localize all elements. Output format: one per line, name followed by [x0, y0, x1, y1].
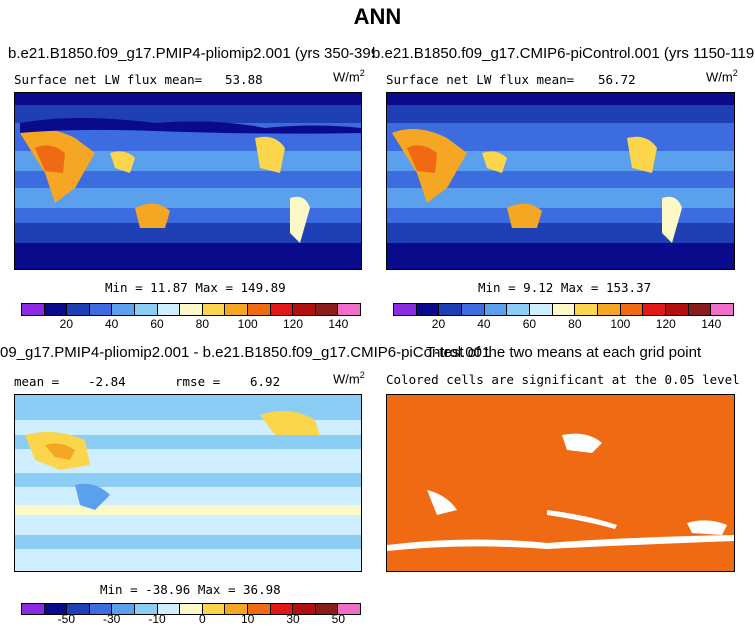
panel3-mean-value: -2.84 — [88, 374, 126, 389]
colorbar-swatch — [225, 304, 248, 315]
colorbar-tick-label: -10 — [148, 612, 166, 626]
colorbar-swatch — [394, 304, 417, 315]
panel3-map — [14, 394, 362, 572]
panel3-case-title: 09_g17.PMIP4-pliomip2.001 - b.e21.B1850.… — [0, 344, 491, 361]
panel3-colorbar — [21, 603, 361, 615]
colorbar-swatch — [552, 304, 576, 315]
colorbar-swatch — [484, 304, 508, 315]
colorbar-swatch — [598, 304, 621, 315]
colorbar-tick-label: -30 — [102, 612, 121, 626]
colorbar-swatch — [134, 604, 158, 614]
colorbar-swatch — [157, 604, 181, 614]
colorbar-swatch — [202, 604, 226, 614]
colorbar-swatch — [711, 304, 734, 315]
colorbar-swatch — [338, 604, 360, 614]
colorbar-swatch — [44, 604, 68, 614]
colorbar-tick-label: 60 — [522, 317, 537, 331]
panel4-map — [386, 394, 735, 572]
colorbar-swatch — [89, 304, 113, 315]
colorbar-swatch — [247, 304, 271, 315]
colorbar-swatch — [315, 604, 339, 614]
colorbar-swatch — [462, 304, 485, 315]
colorbar-swatch — [620, 304, 644, 315]
colorbar-tick-label: 50 — [331, 612, 346, 626]
colorbar-swatch — [157, 304, 181, 315]
colorbar-swatch — [530, 304, 553, 315]
colorbar-swatch — [666, 304, 689, 315]
colorbar-swatch — [338, 304, 360, 315]
panel1-colorbar — [21, 303, 361, 316]
colorbar-swatch — [293, 304, 316, 315]
panel3-rmse-value: 6.92 — [250, 374, 281, 389]
colorbar-tick-label: 20 — [59, 317, 74, 331]
panel2-units: W/m2 — [706, 68, 738, 85]
panel2-map — [386, 92, 735, 270]
colorbar-swatch — [643, 304, 667, 315]
colorbar-swatch — [112, 604, 135, 614]
colorbar-tick-label: -50 — [57, 612, 75, 626]
panel1-map — [14, 92, 362, 270]
panel2-stat-label: Surface net LW flux mean= — [386, 72, 575, 87]
colorbar-swatch — [89, 604, 113, 614]
colorbar-swatch — [134, 304, 158, 315]
colorbar-tick-label: 140 — [701, 317, 722, 331]
panel2-field — [387, 93, 734, 269]
panel2-stat-value: 56.72 — [598, 72, 636, 87]
colorbar-swatch — [270, 604, 294, 614]
colorbar-swatch — [315, 304, 339, 315]
colorbar-tick-label: 100 — [237, 317, 258, 331]
colorbar-tick-label: 80 — [568, 317, 582, 331]
colorbar-swatch — [439, 304, 463, 315]
colorbar-swatch — [507, 304, 531, 315]
panel1-stat-value: 53.88 — [225, 72, 263, 87]
colorbar-tick-label: 120 — [282, 317, 304, 331]
colorbar-swatch — [67, 604, 90, 614]
panel3-units: W/m2 — [333, 370, 365, 387]
colorbar-swatch — [225, 604, 248, 614]
colorbar-swatch — [22, 304, 45, 315]
panel1-field — [15, 93, 361, 269]
colorbar-tick-label: 10 — [240, 612, 255, 626]
panel2-case-title: b.e21.B1850.f09_g17.CMIP6-piControl.001 … — [372, 45, 755, 62]
panel3-rmse-label: rmse = — [175, 374, 221, 389]
colorbar-tick-label: 30 — [286, 612, 300, 626]
colorbar-swatch — [22, 604, 45, 614]
colorbar-tick-label: 0 — [198, 612, 206, 626]
colorbar-swatch — [270, 304, 294, 315]
colorbar-swatch — [44, 304, 68, 315]
colorbar-tick-label: 140 — [328, 317, 349, 331]
colorbar-swatch — [575, 304, 599, 315]
panel4-subtitle: Colored cells are significant at the 0.0… — [386, 372, 740, 387]
colorbar-swatch — [180, 604, 203, 614]
colorbar-swatch — [180, 304, 203, 315]
colorbar-tick-label: 20 — [431, 317, 446, 331]
colorbar-tick-label: 120 — [655, 317, 676, 331]
panel1-case-title: b.e21.B1850.f09_g17.PMIP4-pliomip2.001 (… — [8, 45, 374, 62]
colorbar-swatch — [67, 304, 90, 315]
colorbar-swatch — [247, 604, 271, 614]
colorbar-swatch — [416, 304, 440, 315]
colorbar-tick-label: 60 — [150, 317, 164, 331]
colorbar-swatch — [112, 304, 135, 315]
colorbar-tick-label: 80 — [195, 317, 210, 331]
panel1-stat-label: Surface net LW flux mean= — [14, 72, 203, 87]
panel3-minmax: Min = -38.96 Max = 36.98 — [100, 582, 281, 597]
colorbar-swatch — [202, 304, 226, 315]
panel4-field — [387, 395, 734, 571]
figure-title: ANN — [353, 4, 402, 29]
colorbar-swatch — [293, 604, 316, 614]
colorbar-tick-label: 40 — [104, 317, 119, 331]
colorbar-tick-label: 40 — [477, 317, 491, 331]
panel3-mean-label: mean = — [14, 374, 60, 389]
panel4-case-title: T-test of the two means at each grid poi… — [426, 344, 702, 361]
panel1-minmax: Min = 11.87 Max = 149.89 — [105, 280, 286, 295]
panel3-field — [15, 395, 361, 571]
colorbar-swatch — [688, 304, 712, 315]
colorbar-tick-label: 100 — [610, 317, 631, 331]
panel2-minmax: Min = 9.12 Max = 153.37 — [478, 280, 652, 295]
panel2-colorbar — [393, 303, 734, 316]
panel1-units: W/m2 — [333, 68, 365, 85]
